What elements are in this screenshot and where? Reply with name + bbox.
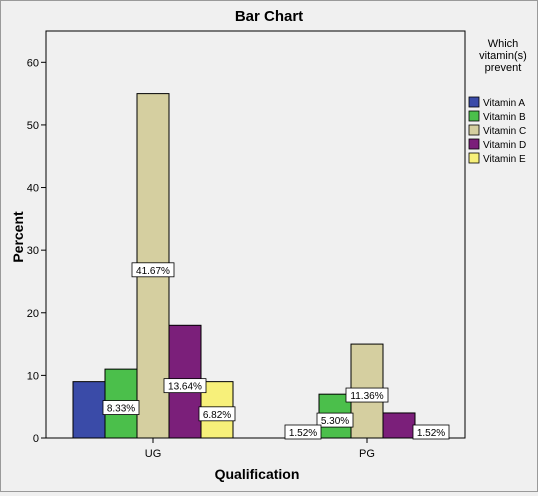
data-label-box bbox=[316, 412, 354, 428]
x-tick-label: UG bbox=[145, 448, 162, 460]
data-label: 13.64% bbox=[163, 378, 207, 394]
legend-label: Vitamin B bbox=[483, 112, 526, 123]
legend-label: Vitamin C bbox=[483, 126, 526, 137]
data-label: 1.52% bbox=[412, 424, 450, 440]
data-label: 6.82% bbox=[198, 406, 236, 422]
x-tick-label: PG bbox=[359, 448, 375, 460]
legend-title-line: vitamin(s) bbox=[479, 50, 527, 62]
chart-title: Bar Chart bbox=[235, 8, 303, 25]
data-label-text: 5.30% bbox=[321, 416, 349, 427]
y-tick-label: 50 bbox=[27, 120, 39, 132]
y-tick-label: 30 bbox=[27, 245, 39, 257]
data-label: 8.33% bbox=[102, 400, 140, 415]
y-tick-label: 60 bbox=[27, 57, 39, 69]
data-label-box bbox=[198, 406, 236, 422]
y-tick-label: 20 bbox=[27, 308, 39, 320]
data-label-box bbox=[345, 387, 389, 403]
data-label-text: 1.52% bbox=[417, 428, 445, 439]
plot-area: 0 10 20 30 40 50 60 UG PG 8.33% 41.67% 13.64% 6.82% 5… bbox=[27, 30, 466, 460]
data-label-box bbox=[102, 400, 140, 415]
data-label: 1.52% bbox=[284, 424, 322, 440]
legend-swatch bbox=[468, 110, 480, 122]
bar bbox=[382, 412, 416, 439]
y-tick-label: 10 bbox=[27, 370, 39, 382]
data-label: 5.30% bbox=[316, 412, 354, 428]
data-label-text: 6.82% bbox=[203, 410, 231, 421]
legend-swatch bbox=[468, 152, 480, 164]
legend-label: Vitamin E bbox=[483, 154, 526, 165]
data-label-box bbox=[284, 424, 322, 440]
legend-swatch bbox=[468, 124, 480, 136]
y-tick-label: 0 bbox=[33, 433, 39, 445]
legend-title-line: prevent bbox=[485, 62, 522, 74]
y-axis-label: Percent bbox=[10, 211, 26, 263]
data-label: 41.67% bbox=[131, 262, 175, 278]
legend-title-line: Which bbox=[488, 38, 519, 50]
data-label-text: 8.33% bbox=[107, 404, 135, 415]
y-tick-label: 40 bbox=[27, 183, 39, 195]
legend-label: Vitamin A bbox=[483, 98, 525, 109]
legend-swatch bbox=[468, 96, 480, 108]
bar bbox=[72, 381, 106, 439]
x-axis-label: Qualification bbox=[215, 466, 300, 482]
data-label-text: 13.64% bbox=[168, 382, 202, 393]
data-label-text: 41.67% bbox=[136, 266, 170, 277]
data-label-text: 11.36% bbox=[350, 391, 383, 402]
data-label: 11.36% bbox=[345, 387, 389, 403]
data-label-text: 1.52% bbox=[289, 428, 317, 439]
legend-label: Vitamin D bbox=[483, 140, 526, 151]
data-label-box bbox=[163, 378, 207, 394]
data-label-box bbox=[131, 262, 175, 278]
legend-swatch bbox=[468, 138, 480, 150]
data-label-box bbox=[412, 424, 450, 440]
